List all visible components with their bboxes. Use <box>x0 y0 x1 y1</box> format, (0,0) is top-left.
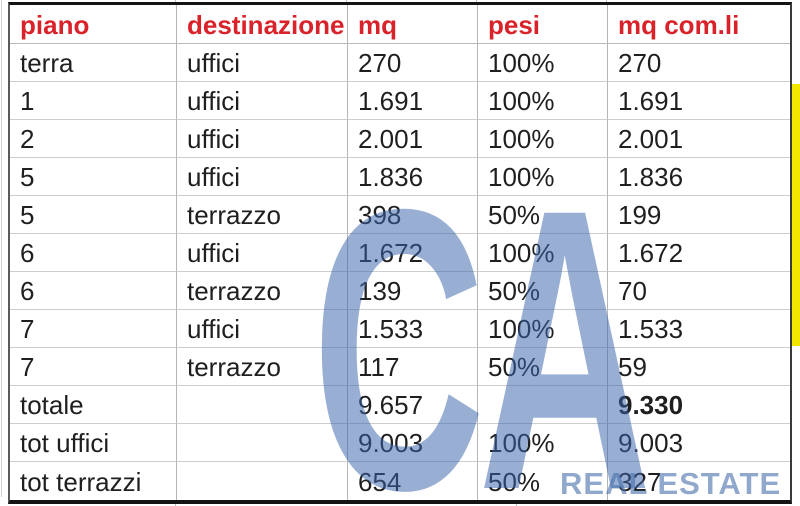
gridline-stub <box>175 503 176 506</box>
cell-pesi: 100% <box>478 158 608 196</box>
table-row: 5 terrazzo 398 50% 199 <box>10 196 790 234</box>
cell-mq: 1.672 <box>348 234 478 272</box>
table-body: terra uffici 270 100% 270 1 uffici 1.691 100% 1.6… <box>10 44 790 500</box>
cell-mq_comli: 2.001 <box>608 120 790 158</box>
floor-area-table: piano destinazione mq pesi mq com.li terra uf… <box>8 2 792 504</box>
cell-pesi <box>478 386 608 424</box>
cell-pesi: 50% <box>478 462 608 500</box>
cell-destinazione: uffici <box>177 310 348 348</box>
cell-piano: 1 <box>10 82 177 120</box>
cell-mq_comli: 1.672 <box>608 234 790 272</box>
gridline-stub <box>476 0 477 2</box>
cell-mq: 1.836 <box>348 158 478 196</box>
cell-destinazione: terrazzo <box>177 196 348 234</box>
column-header-mq_comli: mq com.li <box>608 5 790 44</box>
cell-destinazione: uffici <box>177 82 348 120</box>
cell-destinazione: terrazzo <box>177 348 348 386</box>
cell-mq_comli: 327 <box>618 467 662 497</box>
cell-piano: 5 <box>10 196 177 234</box>
cell-destinazione: terrazzo <box>177 272 348 310</box>
cell-destinazione <box>177 386 348 424</box>
table-row: tot terrazzi 654 50% 327 <box>10 462 790 500</box>
cell-piano: 5 <box>10 158 177 196</box>
cell-piano: 7 <box>10 310 177 348</box>
cell-mq_comli: 9.003 <box>608 424 790 462</box>
table-row: 6 terrazzo 139 50% 70 <box>10 272 790 310</box>
cell-piano: terra <box>10 44 177 82</box>
yellow-highlight-strip <box>792 84 800 346</box>
cell-mq: 117 <box>348 348 478 386</box>
cell-piano: 7 <box>10 348 177 386</box>
table-header-row: piano destinazione mq pesi mq com.li <box>10 5 790 44</box>
gridline-stub <box>516 503 517 506</box>
cell-piano: 6 <box>10 234 177 272</box>
cell-pesi: 100% <box>478 82 608 120</box>
cell-mq_comli: 1.533 <box>608 310 790 348</box>
cell-mq: 9.657 <box>348 386 478 424</box>
cell-mq: 9.003 <box>348 424 478 462</box>
cell-mq_comli: 270 <box>608 44 790 82</box>
left-edge-gridline <box>1 0 2 497</box>
cell-destinazione: uffici <box>177 158 348 196</box>
cell-mq: 2.001 <box>348 120 478 158</box>
cell-mq: 398 <box>348 196 478 234</box>
cell-mq_comli: 199 <box>608 196 790 234</box>
cell-destinazione: uffici <box>177 44 348 82</box>
table-row: 2 uffici 2.001 100% 2.001 <box>10 120 790 158</box>
cell-mq: 139 <box>348 272 478 310</box>
cell-mq: 654 <box>348 462 478 500</box>
cell-pesi: 100% <box>478 310 608 348</box>
cell-piano: 6 <box>10 272 177 310</box>
cell-pesi: 100% <box>478 234 608 272</box>
cell-pesi: 50% <box>478 196 608 234</box>
gridline-stub <box>606 0 607 2</box>
cell-pesi: 50% <box>478 348 608 386</box>
column-header-piano: piano <box>10 5 177 44</box>
table-row: 7 terrazzo 117 50% 59 <box>10 348 790 386</box>
table-row: tot uffici 9.003 100% 9.003 <box>10 424 790 462</box>
table-row: 7 uffici 1.533 100% 1.533 <box>10 310 790 348</box>
table-row: 6 uffici 1.672 100% 1.672 <box>10 234 790 272</box>
cell-destinazione: uffici <box>177 120 348 158</box>
table-row: 5 uffici 1.836 100% 1.836 <box>10 158 790 196</box>
cell-mq_comli: 1.691 <box>608 82 790 120</box>
cell-destinazione <box>177 424 348 462</box>
cell-mq_comli: 59 <box>608 348 790 386</box>
table-row: 1 uffici 1.691 100% 1.691 <box>10 82 790 120</box>
column-header-pesi: pesi <box>478 5 608 44</box>
cell-mq_comli: 9.330 <box>608 386 790 424</box>
cell-piano: 2 <box>10 120 177 158</box>
table-row: totale 9.657 9.330 <box>10 386 790 424</box>
gridline-stub <box>346 0 347 2</box>
cell-piano: totale <box>10 386 177 424</box>
cell-mq_comli: 1.836 <box>608 158 790 196</box>
gridline-stub <box>175 0 176 2</box>
cell-piano: tot terrazzi <box>10 462 177 500</box>
cell-pesi: 100% <box>478 120 608 158</box>
cell-pesi: 100% <box>478 424 608 462</box>
cell-mq: 270 <box>348 44 478 82</box>
column-header-destinazione: destinazione <box>177 5 348 44</box>
cell-mq: 1.691 <box>348 82 478 120</box>
cell-destinazione: uffici <box>177 234 348 272</box>
cell-piano: tot uffici <box>10 424 177 462</box>
column-header-mq: mq <box>348 5 478 44</box>
cell-pesi: 100% <box>478 44 608 82</box>
table-row: terra uffici 270 100% 270 <box>10 44 790 82</box>
cell-destinazione <box>177 462 348 500</box>
cell-pesi: 50% <box>478 272 608 310</box>
cell-mq_comli: 70 <box>608 272 790 310</box>
cell-mq: 1.533 <box>348 310 478 348</box>
